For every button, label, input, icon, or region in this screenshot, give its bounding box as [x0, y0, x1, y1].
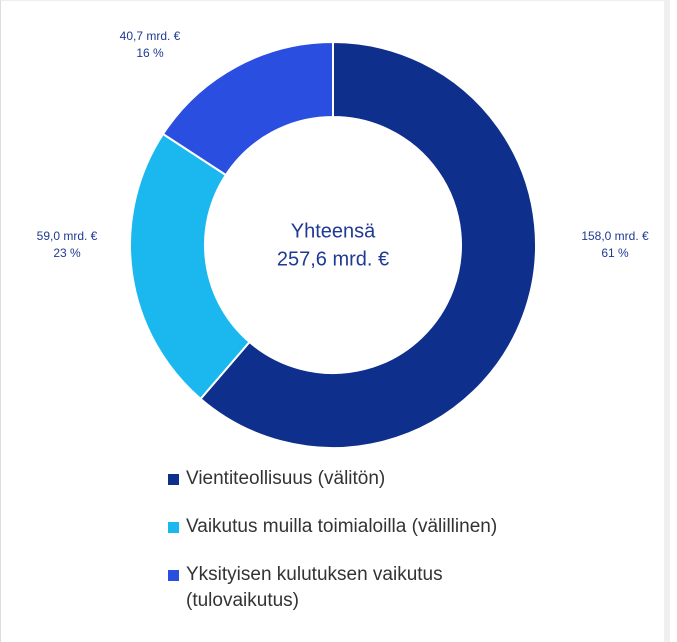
legend-label: Yksityisen kulutuksen vaikutus (tulovaik… — [186, 564, 443, 611]
donut-segment — [161, 40, 334, 177]
percent-label: 16 % — [136, 46, 164, 60]
legend-swatch — [168, 474, 179, 485]
center-total: 257,6 mrd. € — [277, 248, 389, 270]
chart: Yhteensä 257,6 mrd. € 158,0 mrd. € 61 % 59… — [37, 29, 649, 449]
legend-swatch — [168, 522, 179, 533]
legend-item: Yksityisen kulutuksen vaikutus (tulovaik… — [168, 562, 588, 614]
donut-segment — [129, 132, 251, 401]
center-title: Yhteensä — [291, 220, 376, 242]
legend-label: Vientiteollisuus (välitön) — [186, 468, 386, 489]
percent-label: 23 % — [53, 246, 81, 260]
value-label: 40,7 mrd. € — [120, 29, 181, 43]
legend-label: Vaikutus muilla toimialoilla (välillinen… — [186, 516, 498, 537]
percent-label: 61 % — [601, 246, 629, 260]
value-label: 158,0 mrd. € — [581, 229, 649, 243]
legend-item: Vaikutus muilla toimialoilla (välillinen… — [168, 514, 588, 540]
legend-swatch — [168, 570, 179, 581]
legend-item: Vientiteollisuus (välitön) — [168, 466, 588, 492]
legend: Vientiteollisuus (välitön) Vaikutus muill… — [168, 466, 588, 636]
donut-segment — [199, 40, 537, 449]
value-label: 59,0 mrd. € — [37, 229, 98, 243]
